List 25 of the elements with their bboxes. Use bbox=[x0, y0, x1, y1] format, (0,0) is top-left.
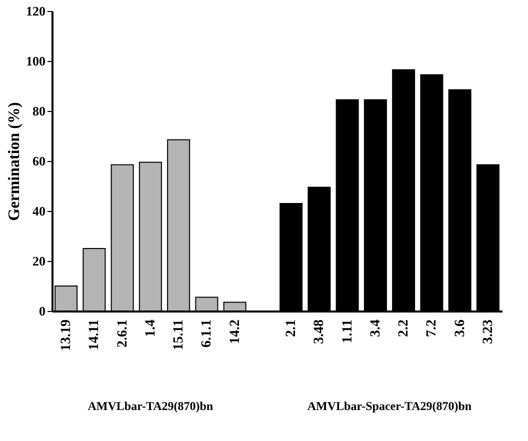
y-tick-label: 60 bbox=[32, 154, 46, 168]
x-tick-label: 6.1.1 bbox=[200, 320, 215, 348]
x-tick-label: 2.6.1 bbox=[115, 320, 130, 348]
x-tick-label: 2.2 bbox=[396, 320, 412, 337]
x-tick-label: 3.6 bbox=[452, 320, 468, 337]
x-tick-label: 15.11 bbox=[172, 320, 187, 350]
x-tick-label: 3.23 bbox=[480, 320, 496, 344]
x-tick-label: 3.48 bbox=[312, 320, 328, 344]
y-tick-label: 120 bbox=[26, 4, 46, 18]
x-tick-label: 1.11 bbox=[340, 320, 356, 344]
x-tick-label: 3.4 bbox=[368, 320, 384, 337]
x-tick-label: 14.11 bbox=[87, 320, 102, 350]
y-tick-label: 100 bbox=[26, 54, 46, 68]
y-tick-label: 20 bbox=[32, 254, 46, 268]
text: AMVLbar-Spacer-TA29(870)bn bbox=[307, 399, 472, 413]
y-axis-title: Germination (%) bbox=[6, 102, 23, 221]
y-tick-label: 80 bbox=[32, 104, 46, 118]
x-tick-label: 13.19 bbox=[59, 320, 74, 351]
y-tick-label: 0 bbox=[39, 304, 46, 318]
x-tick-label: 1.4 bbox=[143, 320, 158, 337]
x-tick-label: 14.2 bbox=[228, 320, 243, 344]
text: AMVLbar-TA29(870)bn bbox=[88, 399, 214, 413]
x-tick-label: 7.2 bbox=[424, 320, 440, 337]
x-tick-label: 2.1 bbox=[284, 320, 300, 337]
y-tick-label: 40 bbox=[32, 204, 46, 218]
